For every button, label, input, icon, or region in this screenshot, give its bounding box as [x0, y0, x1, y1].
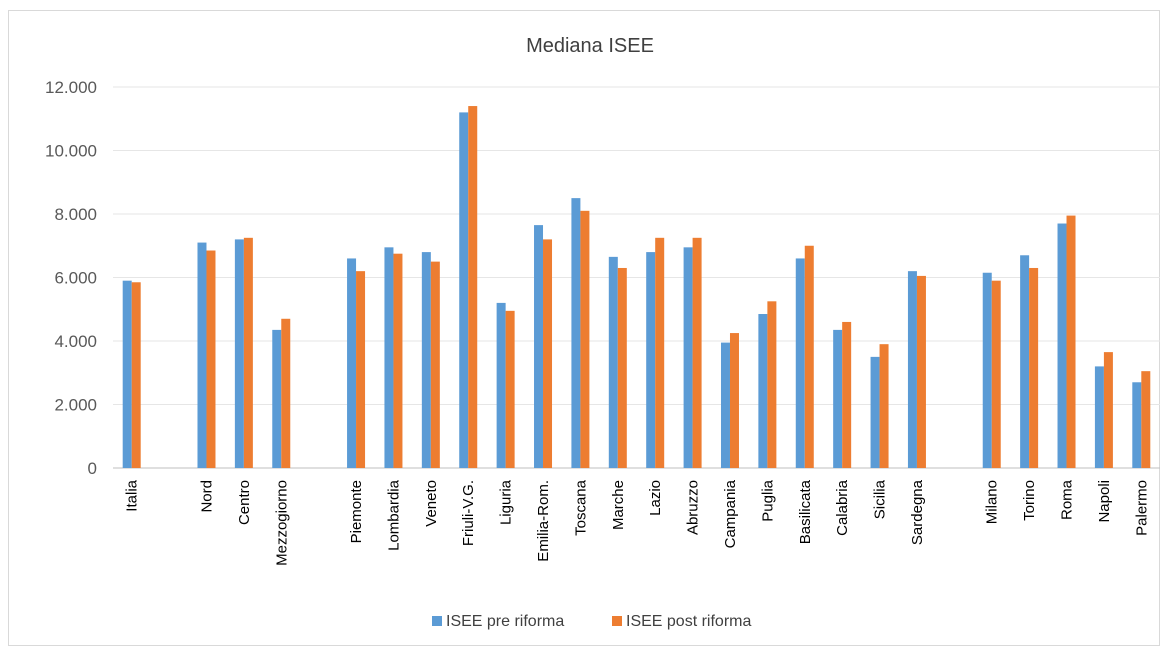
- x-tick-label: Toscana: [572, 479, 589, 536]
- bar: [842, 321, 852, 468]
- x-tick-label: Lombardia: [385, 479, 402, 551]
- bar: [804, 245, 814, 468]
- x-tick-label: Italia: [124, 479, 141, 511]
- y-tick-label: 10.000: [45, 142, 97, 161]
- x-tick-label: Sardegna: [909, 479, 926, 545]
- bar: [608, 256, 618, 468]
- bar: [692, 237, 702, 468]
- y-tick-label: 2.000: [54, 396, 97, 415]
- x-tick-label: Liguria: [498, 479, 515, 525]
- bar: [617, 267, 627, 468]
- x-tick-label: Sicilia: [872, 479, 889, 519]
- bar: [1094, 366, 1104, 468]
- bar: [1141, 371, 1151, 468]
- x-tick-label: Centro: [236, 480, 253, 525]
- bar: [870, 356, 880, 468]
- x-tick-label: Emilia-Rom.: [535, 480, 552, 562]
- bar: [655, 237, 665, 468]
- bar: [459, 112, 469, 469]
- x-tick-label: Nord: [198, 480, 215, 513]
- bar: [683, 247, 693, 468]
- x-tick-label: Marche: [610, 480, 627, 530]
- bar: [1103, 352, 1113, 468]
- bar: [1132, 382, 1142, 468]
- x-tick-label: Calabria: [834, 479, 851, 536]
- x-tick-label: Friuli-V.G.: [460, 480, 477, 546]
- bar: [1057, 223, 1067, 468]
- bar: [991, 280, 1001, 468]
- legend-swatch: [432, 616, 442, 626]
- x-tick-label: Campania: [722, 479, 739, 548]
- y-tick-label: 0: [88, 459, 97, 478]
- bar: [347, 258, 357, 468]
- bar: [430, 261, 440, 468]
- legend-label: ISEE pre riforma: [446, 613, 564, 630]
- bar: [1066, 215, 1076, 468]
- bar: [1020, 255, 1030, 468]
- x-tick-label: Lazio: [647, 480, 664, 516]
- bar: [243, 237, 253, 468]
- x-tick-label: Palermo: [1133, 480, 1150, 536]
- bar: [534, 225, 544, 468]
- y-tick-label: 8.000: [54, 205, 97, 224]
- bar: [505, 310, 515, 468]
- bar: [281, 318, 291, 468]
- bar: [758, 314, 768, 468]
- bar: [646, 252, 656, 468]
- x-tick-label: Milano: [984, 480, 1001, 524]
- bar: [356, 271, 366, 468]
- bar: [879, 344, 889, 468]
- bar: [916, 275, 926, 468]
- bar: [767, 301, 777, 468]
- bar: [1029, 267, 1039, 468]
- legend-swatch: [612, 616, 622, 626]
- legend-label: ISEE post riforma: [626, 613, 751, 630]
- bar: [421, 252, 431, 468]
- bar: [122, 280, 132, 468]
- bar: [496, 302, 506, 468]
- x-tick-label: Mezzogiorno: [273, 480, 290, 566]
- x-tick-label: Puglia: [759, 479, 776, 521]
- x-tick-label: Abruzzo: [685, 480, 702, 535]
- bar: [131, 282, 141, 468]
- x-tick-label: Torino: [1021, 480, 1038, 521]
- y-tick-label: 12.000: [45, 78, 97, 97]
- x-tick-label: Piemonte: [348, 480, 365, 543]
- x-tick-label: Basilicata: [797, 479, 814, 544]
- bar: [234, 239, 244, 468]
- bar: [571, 198, 581, 468]
- bar: [393, 253, 403, 468]
- bar: [468, 106, 478, 469]
- bar: [720, 342, 730, 468]
- bar: [795, 258, 805, 468]
- x-tick-label: Napoli: [1096, 480, 1113, 523]
- bar: [206, 250, 216, 468]
- x-tick-label: Veneto: [423, 480, 440, 527]
- y-tick-label: 4.000: [54, 332, 97, 351]
- x-tick-label: Roma: [1059, 479, 1076, 520]
- bar: [833, 329, 843, 468]
- bar: [384, 247, 394, 468]
- bar: [729, 333, 739, 468]
- bar: [907, 271, 917, 468]
- bar: [272, 329, 282, 468]
- bar: [580, 210, 590, 468]
- y-tick-label: 6.000: [54, 269, 97, 288]
- bar: [197, 242, 207, 468]
- chart-title: Mediana ISEE: [526, 35, 654, 57]
- bar: [982, 272, 992, 468]
- bar: [543, 239, 553, 468]
